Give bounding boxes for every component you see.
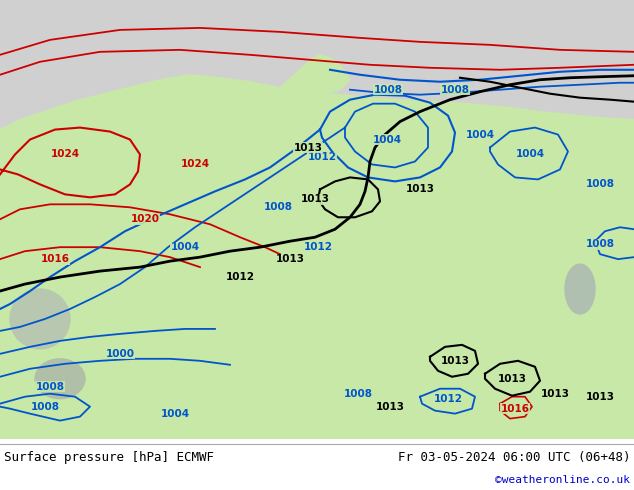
Text: 1004: 1004 (171, 242, 200, 252)
Text: 1004: 1004 (515, 149, 545, 159)
Text: 1013: 1013 (276, 254, 304, 264)
Text: 1013: 1013 (441, 356, 470, 366)
Text: 1008: 1008 (264, 202, 292, 212)
Polygon shape (218, 88, 252, 118)
Text: 1013: 1013 (498, 374, 526, 384)
Text: 1012: 1012 (307, 152, 337, 163)
Text: 1020: 1020 (131, 214, 160, 224)
Text: 1012: 1012 (434, 393, 462, 404)
Text: 1013: 1013 (541, 389, 569, 399)
Text: 1024: 1024 (51, 149, 79, 159)
Bar (530, 349, 634, 439)
Text: 1008: 1008 (586, 179, 614, 190)
Ellipse shape (10, 289, 70, 349)
Text: 1016: 1016 (500, 404, 529, 414)
Text: 1013: 1013 (294, 143, 323, 152)
Text: 1008: 1008 (344, 389, 373, 399)
Text: 1004: 1004 (160, 409, 190, 418)
Text: 1012: 1012 (304, 242, 332, 252)
Text: 1008: 1008 (373, 85, 403, 95)
Text: 1008: 1008 (36, 382, 65, 392)
Polygon shape (0, 75, 634, 439)
Text: 1024: 1024 (181, 159, 210, 170)
Polygon shape (0, 159, 634, 439)
Text: 1013: 1013 (375, 402, 404, 412)
Text: 1004: 1004 (372, 135, 401, 145)
Text: 1008: 1008 (441, 85, 470, 95)
Ellipse shape (35, 359, 85, 399)
Polygon shape (280, 55, 350, 95)
Text: 1016: 1016 (41, 254, 70, 264)
Text: 1013: 1013 (301, 195, 330, 204)
Text: 1008: 1008 (30, 402, 60, 412)
Text: Surface pressure [hPa] ECMWF: Surface pressure [hPa] ECMWF (4, 451, 214, 464)
Text: 1008: 1008 (586, 239, 614, 249)
Text: 1012: 1012 (226, 272, 254, 282)
Text: 1013: 1013 (586, 392, 614, 402)
Text: ©weatheronline.co.uk: ©weatheronline.co.uk (495, 475, 630, 485)
Ellipse shape (565, 264, 595, 314)
Text: 1004: 1004 (465, 129, 495, 140)
Text: 1013: 1013 (406, 184, 434, 195)
Text: Fr 03-05-2024 06:00 UTC (06+48): Fr 03-05-2024 06:00 UTC (06+48) (398, 451, 630, 464)
Text: 1000: 1000 (105, 349, 134, 359)
